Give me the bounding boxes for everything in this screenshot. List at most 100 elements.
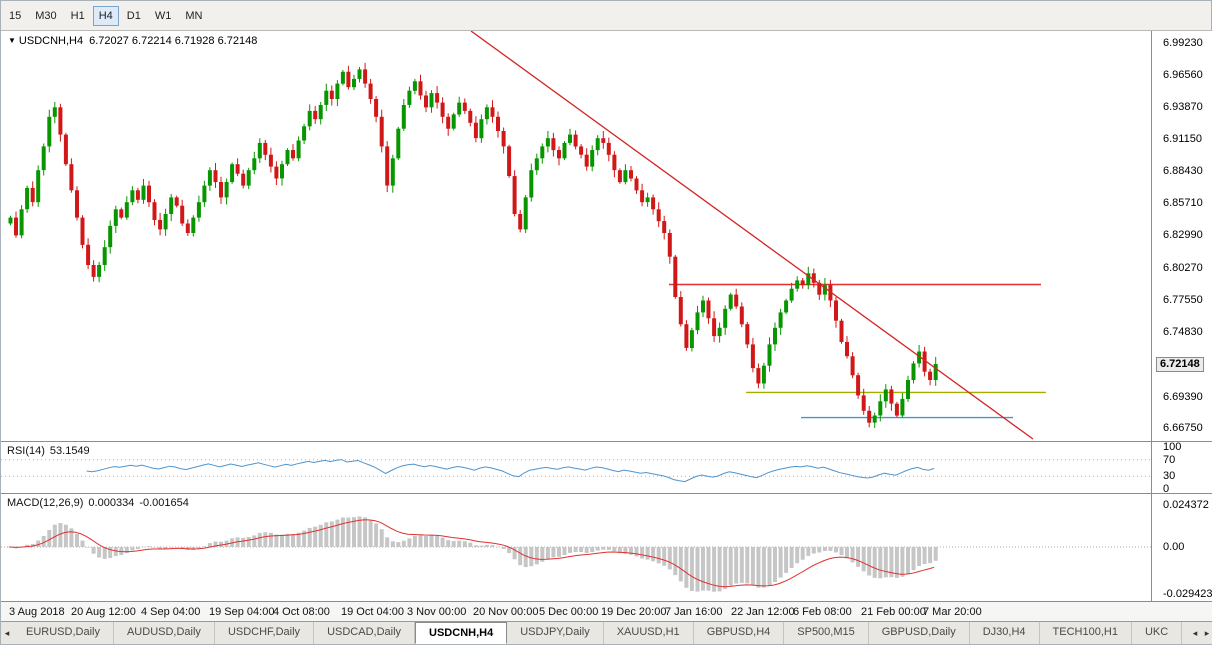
- candle-body: [811, 273, 816, 283]
- candle-body: [617, 170, 622, 183]
- candle-body: [274, 166, 279, 179]
- candle-body: [124, 202, 129, 218]
- tab-xauusd-h1[interactable]: XAUUSD,H1: [604, 622, 694, 644]
- macd-histogram-bar: [257, 532, 262, 547]
- tab-eurusd-daily[interactable]: EURUSD,Daily: [13, 622, 114, 644]
- tab-tech100-h1[interactable]: TECH100,H1: [1040, 622, 1132, 644]
- chart-tab-bar: ◂ EURUSD,Daily AUDUSD,Daily USDCHF,Daily US…: [1, 621, 1212, 644]
- candle-body: [252, 158, 257, 171]
- price-axis-label: 6.93870: [1163, 101, 1203, 113]
- tab-scroll-right-icon[interactable]: ▸: [1204, 628, 1210, 638]
- candle-body: [119, 209, 124, 218]
- macd-histogram-bar: [357, 516, 362, 547]
- candle-body: [207, 170, 212, 186]
- macd-histogram-bar: [97, 547, 102, 558]
- timeframe-button-h4[interactable]: H4: [92, 5, 119, 26]
- timeframe-button-mn[interactable]: MN: [185, 9, 203, 22]
- time-axis-label: 5 Dec 00:00: [539, 606, 599, 618]
- macd-histogram-bar: [767, 547, 772, 586]
- macd-histogram-bar: [745, 547, 750, 584]
- price-axis-label: 6.66750: [1163, 422, 1203, 434]
- candle-body: [640, 190, 645, 203]
- price-axis-label: 6.74830: [1163, 326, 1203, 338]
- macd-histogram-bar: [933, 547, 938, 561]
- macd-histogram-bar: [174, 547, 179, 548]
- macd-signal-line: [8, 519, 935, 588]
- candle-body: [97, 265, 102, 277]
- candle-body: [19, 209, 24, 236]
- candle-body: [80, 217, 85, 245]
- macd-axis-label: 0.00: [1163, 541, 1185, 553]
- rsi-name: RSI(14): [7, 445, 45, 457]
- candle-body: [673, 256, 678, 297]
- candle-body: [385, 146, 390, 186]
- candle-body: [263, 142, 268, 155]
- macd-histogram-bar: [241, 537, 246, 547]
- candle-body: [906, 380, 910, 399]
- macd-histogram-bar: [374, 523, 379, 547]
- macd-histogram-bar: [601, 547, 606, 550]
- candle-body: [501, 131, 506, 147]
- tab-usdcad-daily[interactable]: USDCAD,Daily: [314, 622, 416, 644]
- timeframe-button-m30[interactable]: M30: [35, 9, 57, 22]
- candle-body: [911, 363, 916, 380]
- rsi-axis-label: 100: [1163, 441, 1182, 453]
- macd-histogram-bar: [363, 517, 368, 547]
- tab-gbpusd-h4[interactable]: GBPUSD,H4: [694, 622, 785, 644]
- macd-histogram-bar: [651, 547, 656, 562]
- tab-ukc[interactable]: UKC: [1132, 622, 1183, 644]
- candle-body: [329, 90, 334, 99]
- timeframe-button-w1[interactable]: W1: [154, 9, 172, 22]
- chart-expand-icon[interactable]: ▼: [8, 36, 16, 45]
- macd-histogram-bar: [922, 547, 927, 565]
- candle-body: [241, 173, 246, 186]
- candle-body: [357, 69, 362, 79]
- chart-title: ▼ USDCNH,H4 6.72027 6.72214 6.71928 6.7214…: [8, 35, 257, 47]
- time-axis-label: 3 Nov 00:00: [407, 606, 467, 618]
- candle-body: [180, 205, 185, 224]
- timeframe-button-15[interactable]: 15: [9, 9, 22, 22]
- macd-histogram-bar: [130, 547, 135, 551]
- macd-histogram-bar: [906, 547, 910, 574]
- candle-body: [573, 134, 578, 147]
- tab-scroll-left2-icon[interactable]: ◂: [1192, 628, 1198, 638]
- time-axis: 3 Aug 2018 20 Aug 12:00 4 Sep 04:00 19 Sep …: [1, 601, 1212, 623]
- candle-body: [667, 233, 672, 257]
- tab-usdchf-daily[interactable]: USDCHF,Daily: [215, 622, 315, 644]
- candlestick-chart: [8, 31, 1046, 440]
- candle-body: [130, 190, 135, 203]
- macd-histogram-bar: [102, 547, 107, 559]
- macd-axis-label: -0.029423: [1163, 588, 1212, 600]
- candle-body: [540, 146, 545, 159]
- candle-body: [91, 265, 96, 277]
- macd-histogram-bar: [518, 547, 523, 566]
- tab-usdjpy-daily[interactable]: USDJPY,Daily: [507, 622, 604, 644]
- tab-gbpusd-daily[interactable]: GBPUSD,Daily: [869, 622, 970, 644]
- candle-body: [518, 214, 523, 230]
- tab-audusd-daily[interactable]: AUDUSD,Daily: [114, 622, 215, 644]
- tab-scroll-left-icon[interactable]: ◂: [4, 628, 10, 638]
- macd-histogram-bar: [280, 534, 284, 547]
- macd-histogram-bar: [784, 547, 789, 573]
- macd-histogram-bar: [335, 519, 340, 547]
- candle-body: [318, 105, 323, 120]
- candle-body: [706, 300, 711, 319]
- candle-body: [313, 110, 318, 120]
- candle-body: [52, 107, 57, 117]
- descending-trendline[interactable]: [470, 31, 1034, 440]
- tab-usdcnh-h4[interactable]: USDCNH,H4: [415, 622, 508, 644]
- macd-histogram-bar: [512, 547, 517, 560]
- tab-dj30-h4[interactable]: DJ30,H4: [970, 622, 1040, 644]
- candle-body: [834, 300, 838, 321]
- candle-body: [412, 81, 417, 91]
- macd-histogram-bar: [484, 544, 489, 547]
- macd-histogram-bar: [368, 519, 373, 547]
- candle-body: [933, 364, 938, 380]
- tab-sp500-m15[interactable]: SP500,M15: [784, 622, 869, 644]
- candle-body: [379, 116, 384, 147]
- timeframe-button-h1[interactable]: H1: [70, 9, 85, 22]
- price-axis-label: 6.77550: [1163, 294, 1203, 306]
- candle-body: [612, 154, 617, 171]
- timeframe-button-d1[interactable]: D1: [126, 9, 141, 22]
- candle-body: [678, 297, 683, 325]
